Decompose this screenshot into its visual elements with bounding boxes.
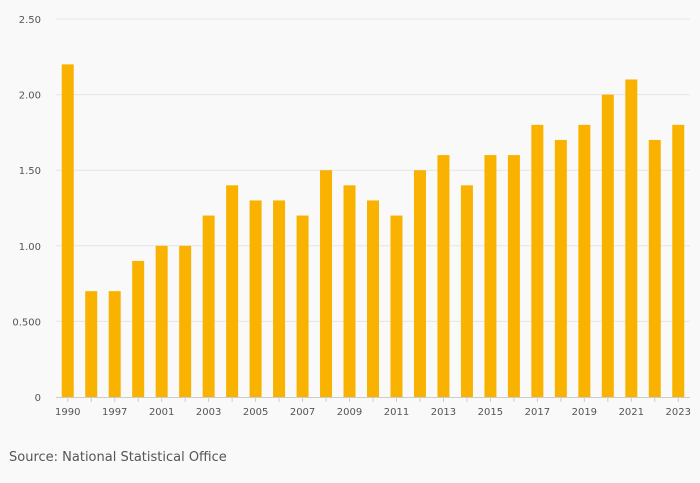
bar <box>249 200 262 397</box>
y-tick-label: 0.500 <box>12 317 41 328</box>
x-tick-label: 2005 <box>243 407 268 418</box>
bar <box>108 291 121 397</box>
bar-chart: 0 0.500 1.00 1.50 2.00 2.50 1990 1997 2001 2003 20… <box>12 15 691 418</box>
x-tick-label: 2007 <box>290 407 315 418</box>
x-tick-label: 2001 <box>149 407 174 418</box>
bar <box>132 260 145 397</box>
y-tick-label: 2.50 <box>19 15 41 26</box>
y-tick-label: 1.00 <box>19 242 41 253</box>
bar <box>507 155 520 397</box>
bar <box>601 94 614 397</box>
bar <box>343 185 356 397</box>
x-tick-label: 2023 <box>666 407 691 418</box>
x-tick-label: 2003 <box>196 407 221 418</box>
x-tick-label: 2021 <box>619 407 644 418</box>
bars <box>61 64 685 398</box>
bar <box>155 245 168 397</box>
bar <box>413 170 426 397</box>
bar <box>460 185 473 397</box>
bar <box>484 155 497 397</box>
axes: 0 0.500 1.00 1.50 2.00 2.50 1990 1997 2001 2003 20… <box>12 15 691 418</box>
x-tick-label: 1997 <box>102 407 127 418</box>
bar <box>85 291 98 397</box>
x-tick-label: 1990 <box>55 407 80 418</box>
bar <box>437 155 450 397</box>
bar <box>367 200 379 397</box>
bar <box>296 215 309 397</box>
bar <box>320 170 333 397</box>
bar <box>672 124 685 397</box>
bar <box>61 64 74 398</box>
bar <box>531 124 544 397</box>
x-tick-label: 2013 <box>431 407 456 418</box>
x-tick-label: 2019 <box>572 407 597 418</box>
x-tick-label: 2015 <box>478 407 503 418</box>
bar <box>226 185 239 397</box>
bar <box>648 139 661 397</box>
y-tick-label: 0 <box>35 393 41 404</box>
x-tick-label: 2011 <box>384 407 409 418</box>
source-note: Source: National Statistical Office <box>9 450 227 465</box>
bar <box>390 215 403 397</box>
y-tick-label: 2.00 <box>19 91 41 102</box>
bar <box>273 200 286 397</box>
x-tick-label: 2009 <box>337 407 362 418</box>
bar <box>179 245 192 397</box>
y-tick-label: 1.50 <box>19 166 41 177</box>
bar <box>202 215 215 397</box>
x-tick-label: 2017 <box>525 407 550 418</box>
bar <box>554 139 567 397</box>
bar <box>625 79 638 397</box>
bar <box>578 124 591 397</box>
